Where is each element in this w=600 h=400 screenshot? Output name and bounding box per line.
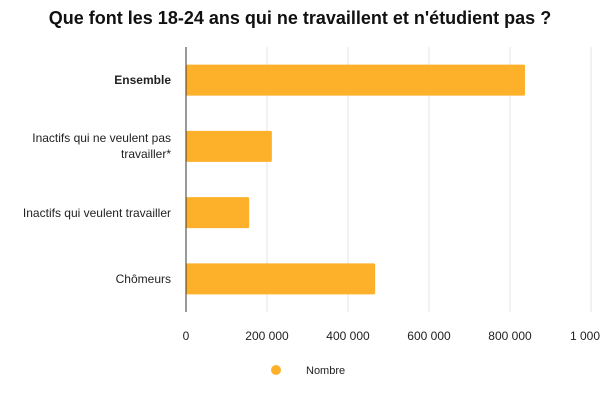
x-tick-label: 1 000… bbox=[570, 329, 600, 343]
legend-label: Nombre bbox=[306, 365, 345, 377]
y-tick-label: Inactifs qui ne veulent pas travailler* bbox=[32, 131, 171, 162]
x-tick-label: 200 000 bbox=[245, 329, 289, 343]
x-tick-label: 400 000 bbox=[326, 329, 370, 343]
y-tick-label: Ensemble bbox=[114, 73, 171, 88]
x-tick-label: 0 bbox=[183, 329, 190, 343]
bar bbox=[186, 64, 525, 96]
chart-title: Que font les 18-24 ans qui ne travaillen… bbox=[49, 8, 551, 28]
x-tick-label: 800 000 bbox=[488, 329, 532, 343]
y-tick-label: Inactifs qui veulent travailler bbox=[22, 205, 171, 220]
bar bbox=[186, 130, 272, 162]
y-tick-label: Chômeurs bbox=[115, 271, 171, 286]
bar bbox=[186, 263, 376, 295]
legend-marker bbox=[271, 365, 281, 375]
bar bbox=[186, 197, 250, 229]
x-tick-label: 600 000 bbox=[407, 329, 451, 343]
